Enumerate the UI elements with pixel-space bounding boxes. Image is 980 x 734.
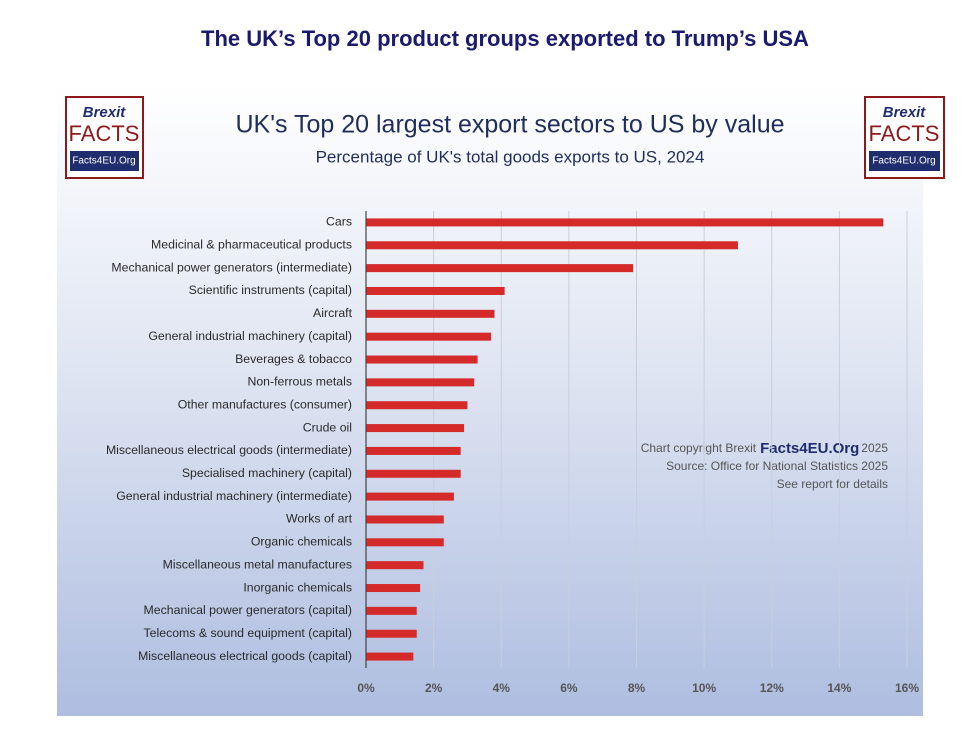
bar: [366, 309, 495, 318]
chart-panel: [57, 85, 923, 716]
bar: [366, 584, 421, 593]
y-tick-label: Non-ferrous metals: [247, 375, 352, 389]
y-tick-label: Works of art: [286, 512, 353, 526]
bar: [366, 469, 461, 478]
x-tick-label: 10%: [692, 681, 716, 695]
x-tick-label: 0%: [357, 681, 375, 695]
x-tick-label: 2%: [425, 681, 443, 695]
bar: [366, 538, 444, 547]
y-tick-label: Other manufactures (consumer): [178, 397, 352, 411]
y-tick-label: Specialised machinery (capital): [182, 466, 352, 480]
y-tick-label: General industrial machinery (capital): [148, 329, 352, 343]
bar: [366, 332, 492, 341]
x-tick-label: 14%: [827, 681, 851, 695]
y-tick-label: Mechanical power generators (intermediat…: [111, 260, 352, 274]
bar: [366, 652, 414, 661]
bar: [366, 424, 465, 433]
y-tick-label: Organic chemicals: [251, 535, 352, 549]
y-tick-label: Crude oil: [303, 420, 352, 434]
bar: [366, 492, 454, 501]
bar: [366, 264, 634, 273]
x-tick-label: 4%: [493, 681, 511, 695]
bar: [366, 378, 475, 387]
bar: [366, 218, 884, 227]
y-tick-label: Telecoms & sound equipment (capital): [144, 626, 352, 640]
y-tick-label: Inorganic chemicals: [243, 580, 352, 594]
bar: [366, 561, 424, 570]
y-tick-label: Medicinal & pharmaceutical products: [151, 238, 352, 252]
logo: Brexit FACTS Facts4EU.Org: [65, 96, 144, 179]
y-tick-label: Miscellaneous metal manufactures: [163, 557, 352, 571]
bar: [366, 355, 478, 364]
y-tick-label: Beverages & tobacco: [235, 352, 352, 366]
bar: [366, 241, 738, 250]
bar: [366, 515, 444, 524]
logo-text: Facts4EU.Org: [872, 156, 935, 167]
page-title: The UK’s Top 20 product groups exported …: [201, 26, 809, 51]
bar: [366, 286, 505, 295]
x-tick-label: 16%: [895, 681, 919, 695]
logo-text: Brexit: [883, 104, 927, 121]
y-tick-label: Miscellaneous electrical goods (capital): [138, 649, 352, 663]
logo-text: Facts4EU.Org: [72, 156, 135, 167]
x-tick-label: 6%: [560, 681, 578, 695]
annotation: See report for details: [777, 477, 888, 491]
y-tick-label: Aircraft: [313, 306, 353, 320]
chart-title: UK's Top 20 largest export sectors to US…: [235, 111, 784, 139]
bar: [366, 446, 461, 455]
y-tick-label: Mechanical power generators (capital): [144, 603, 352, 617]
copyright-text: 2025: [861, 441, 888, 455]
annotation: Source: Office for National Statistics 2…: [666, 459, 888, 473]
bar: [366, 606, 417, 615]
bar: [366, 401, 468, 410]
logo: Brexit FACTS Facts4EU.Org: [864, 96, 945, 179]
logo-text: FACTS: [69, 121, 140, 146]
x-tick-label: 12%: [760, 681, 784, 695]
copyright-text: Chart copyright Brexit: [641, 441, 757, 455]
y-tick-label: Cars: [326, 215, 352, 229]
copyright: Chart copyright Brexit Facts4EU.Org 2025: [641, 440, 889, 457]
logo-text: FACTS: [869, 121, 940, 146]
chart-subtitle: Percentage of UK's total goods exports t…: [316, 147, 705, 166]
y-tick-label: Miscellaneous electrical goods (intermed…: [106, 443, 352, 457]
logo-text: Brexit: [83, 104, 127, 121]
y-tick-label: Scientific instruments (capital): [189, 283, 352, 297]
y-tick-label: General industrial machinery (intermedia…: [116, 489, 352, 503]
x-tick-label: 8%: [628, 681, 646, 695]
bar: [366, 629, 417, 638]
copyright-brand: Facts4EU.Org: [760, 440, 859, 457]
